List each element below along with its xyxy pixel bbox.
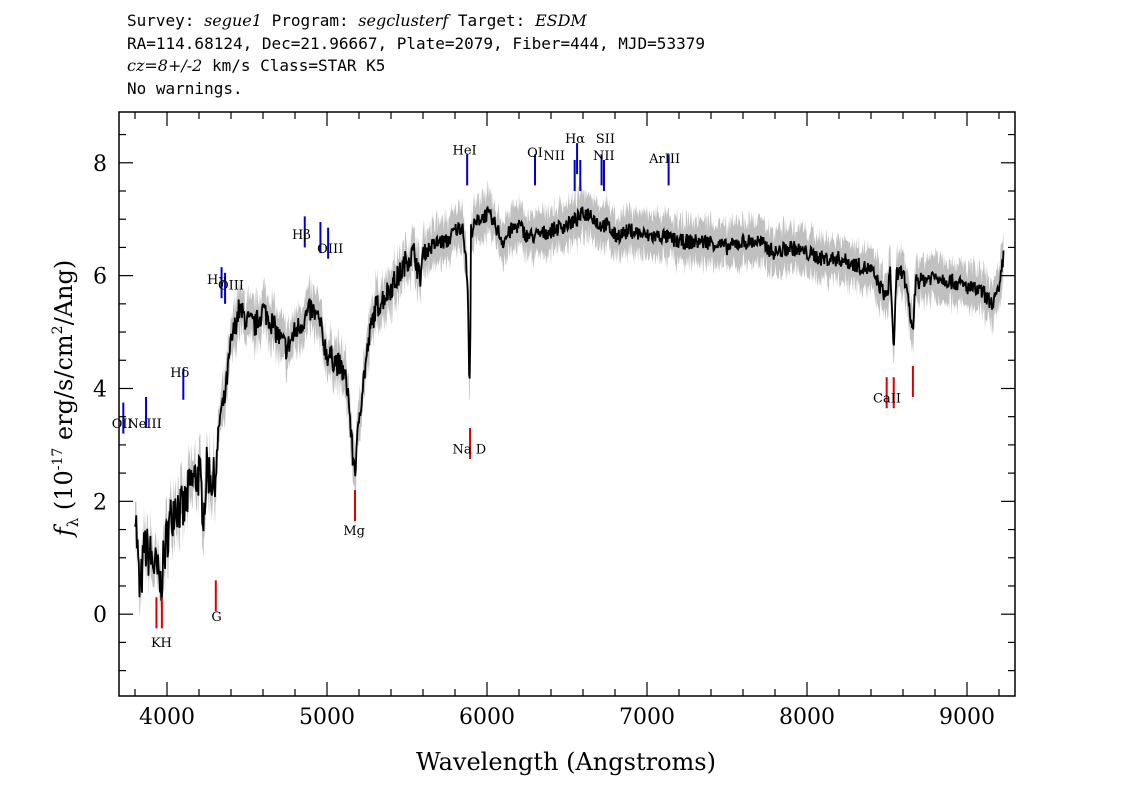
emission-line-label: OIII — [317, 242, 343, 257]
flux-series — [134, 205, 1005, 601]
y-tick-label: 8 — [93, 152, 107, 177]
absorption-line-label: CaII — [873, 392, 901, 407]
x-tick-label: 9000 — [939, 705, 995, 730]
program-value: segclusterf — [358, 11, 449, 30]
flux-line — [134, 205, 1005, 601]
absorption-line-label: H — [161, 636, 172, 651]
x-tick-label: 5000 — [299, 705, 355, 730]
header-line-redshift: cz=8+/-2 km/s Class=STAR K5 — [127, 55, 705, 78]
x-tick-label: 6000 — [459, 705, 515, 730]
header-line-warnings: No warnings. — [127, 78, 243, 98]
emission-line-label: Hα — [565, 132, 585, 147]
program-label: Program: — [261, 11, 359, 30]
y-tick-label: 4 — [93, 377, 107, 402]
absorption-line-label: K — [151, 636, 161, 651]
emission-line-label: Hδ — [170, 366, 189, 381]
survey-value: segue1 — [204, 11, 262, 30]
absorption-line-label: G — [211, 610, 221, 625]
target-value: ESDM — [534, 11, 587, 30]
x-axis-title: Wavelength (Angstroms) — [416, 748, 716, 776]
x-tick-label: 7000 — [619, 705, 675, 730]
emission-line-label: Hγ — [207, 273, 226, 288]
emission-line-label: HeI — [453, 143, 477, 158]
y-tick-label: 2 — [93, 490, 107, 515]
emission-line-label: SII — [596, 132, 615, 147]
spectrum-header: Survey: segue1 Program: segclusterf Targ… — [127, 10, 705, 100]
emission-line-label: NII — [593, 149, 615, 164]
x-tick-label: 4000 — [139, 705, 195, 730]
header-line-survey: Survey: segue1 Program: segclusterf Targ… — [127, 10, 705, 33]
plot-frame — [118, 111, 1016, 697]
plot-axes: 4000 5000 6000 7000 8000 9000 0 2 4 6 8 — [93, 111, 1016, 730]
emission-line-label: Hβ — [292, 228, 311, 243]
emission-line-label: ArIII — [648, 152, 680, 167]
x-tick-label: 8000 — [779, 705, 835, 730]
emission-line-label: OII — [112, 417, 133, 432]
emission-line-label: NeIII — [127, 417, 161, 432]
header-line-coordinates: RA=114.68124, Dec=21.96667, Plate=2079, … — [127, 33, 705, 53]
class-value: km/s Class=STAR K5 — [202, 56, 386, 75]
emission-line-label: OIII — [218, 279, 244, 294]
survey-label: Survey: — [127, 11, 205, 30]
emission-line-label: OI — [527, 146, 543, 161]
redshift-value: cz=8+/-2 — [127, 56, 203, 75]
svg-text:fλ (10-17 erg/s/cm2/Ang): fλ (10-17 erg/s/cm2/Ang) — [50, 260, 82, 538]
y-axis-title: fλ (10-17 erg/s/cm2/Ang) — [50, 260, 82, 538]
y-tick-label: 0 — [93, 603, 107, 628]
target-label: Target: — [448, 11, 535, 30]
y-tick-label: 6 — [93, 265, 107, 290]
emission-line-label: NII — [543, 149, 565, 164]
absorption-line-label: Na D — [453, 442, 487, 457]
absorption-line-label: Mg — [343, 524, 365, 539]
